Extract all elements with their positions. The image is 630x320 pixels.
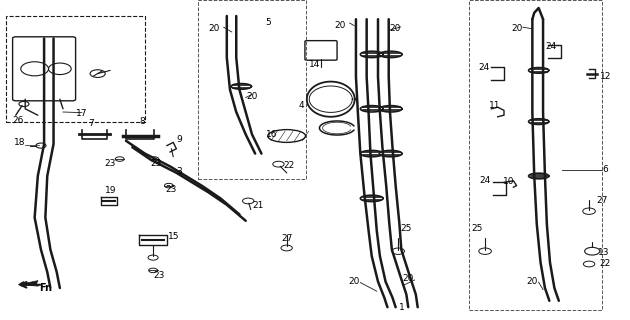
Text: 6: 6 xyxy=(602,165,608,174)
Text: 23: 23 xyxy=(150,159,161,168)
Text: 13: 13 xyxy=(598,248,609,257)
Text: 20: 20 xyxy=(511,24,522,33)
Text: 27: 27 xyxy=(596,196,607,204)
Text: Fr.: Fr. xyxy=(39,283,53,293)
Text: 20: 20 xyxy=(403,274,414,283)
Text: 27: 27 xyxy=(281,234,292,243)
Text: 1: 1 xyxy=(399,303,405,312)
Text: 24: 24 xyxy=(546,42,557,51)
Text: 8: 8 xyxy=(139,117,145,126)
Text: 21: 21 xyxy=(253,201,264,210)
Text: 20: 20 xyxy=(335,21,346,30)
Text: 24: 24 xyxy=(478,63,490,72)
Text: 16: 16 xyxy=(266,130,278,139)
Text: 20: 20 xyxy=(348,277,360,286)
Text: 15: 15 xyxy=(168,232,179,241)
Text: 22: 22 xyxy=(283,161,294,170)
Text: 12: 12 xyxy=(600,72,612,81)
Text: 7: 7 xyxy=(88,119,94,128)
Text: 23: 23 xyxy=(105,159,116,168)
Text: 14: 14 xyxy=(309,60,321,68)
Text: 26: 26 xyxy=(12,116,23,124)
Text: 17: 17 xyxy=(76,109,88,118)
Text: 4: 4 xyxy=(299,101,304,110)
Text: 23: 23 xyxy=(154,271,165,280)
Text: 20: 20 xyxy=(389,24,401,33)
Text: 3: 3 xyxy=(176,167,183,176)
Text: 22: 22 xyxy=(599,260,610,268)
Text: 23: 23 xyxy=(166,185,177,194)
Text: 24: 24 xyxy=(479,176,491,185)
Text: 25: 25 xyxy=(472,224,483,233)
Text: 11: 11 xyxy=(489,101,500,110)
Text: 5: 5 xyxy=(265,18,271,27)
Text: 19: 19 xyxy=(105,186,116,195)
Text: 9: 9 xyxy=(176,135,183,144)
Text: 20: 20 xyxy=(209,24,220,33)
Text: 25: 25 xyxy=(400,224,411,233)
Text: 18: 18 xyxy=(14,138,25,147)
Text: 20: 20 xyxy=(246,92,258,100)
Text: 20: 20 xyxy=(527,277,538,286)
Text: 10: 10 xyxy=(503,177,515,186)
